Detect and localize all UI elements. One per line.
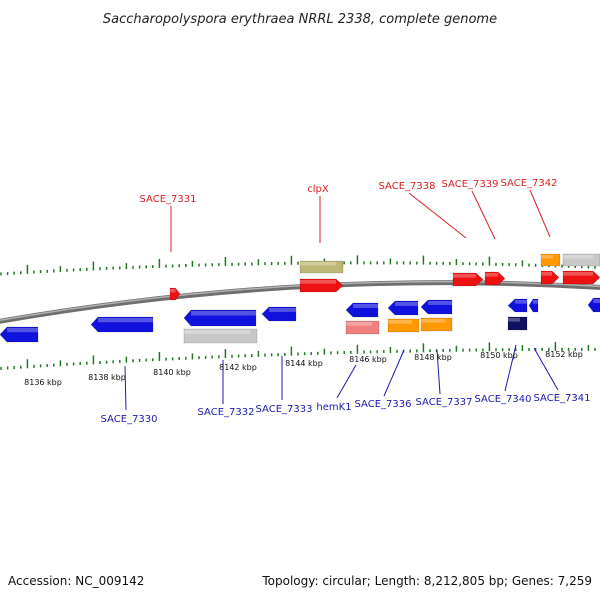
gene-label-sace-7331[interactable]: SACE_7331 (140, 194, 197, 205)
gene-right-edge[interactable] (587, 297, 600, 313)
gene-label-sace-7339[interactable]: SACE_7339 (442, 179, 499, 190)
tick-label: 8140 kbp (153, 368, 191, 377)
gene-sace-7336-orange[interactable] (387, 318, 420, 333)
reverse-gene-labels: SACE_7330 SACE_7332 SACE_7333 hemK1 SACE… (101, 393, 591, 425)
gene-hemk1[interactable] (345, 302, 379, 318)
gene-left-edge[interactable] (0, 326, 39, 343)
forward-strand-ticks (0, 255, 596, 276)
gene-sace-7340[interactable] (507, 298, 528, 313)
gene-highlight (300, 280, 336, 284)
gene-highlight (184, 330, 250, 334)
gene-highlight (533, 300, 538, 304)
gene-sace-7342b[interactable] (562, 270, 600, 285)
gene-sace-7339[interactable] (484, 271, 506, 286)
tick-label: 8152 kbp (545, 350, 583, 359)
gene-sace-7330[interactable] (90, 316, 154, 333)
tick-label: 8138 kbp (88, 373, 126, 382)
gene-sace-7340-navy[interactable] (507, 316, 528, 331)
gene-sace-7336[interactable] (387, 300, 419, 316)
reverse-label-connector (533, 347, 559, 391)
forward-label-connector (408, 192, 467, 239)
gene-highlight (170, 289, 176, 293)
gene-label-sace-7332[interactable]: SACE_7332 (198, 407, 255, 418)
gene-label-sace-7341[interactable]: SACE_7341 (534, 393, 591, 404)
gene-highlight (563, 255, 593, 259)
forward-label-connector (529, 189, 551, 238)
gene-highlight (7, 328, 38, 333)
gene-sace-7338[interactable] (452, 272, 484, 287)
gene-label-sace-7336[interactable]: SACE_7336 (355, 399, 412, 410)
gene-label-sace-7342[interactable]: SACE_7342 (501, 178, 558, 189)
gene-highlight (346, 322, 372, 326)
reverse-strand-ticks (0, 341, 596, 370)
tick-label: 8148 kbp (414, 353, 452, 362)
reverse-label-connector (124, 365, 127, 411)
gene-label-clpx[interactable]: clpX (307, 184, 329, 195)
gene-highlight (269, 308, 296, 312)
gene-highlight (300, 262, 336, 266)
tick-label: 8150 kbp (480, 351, 518, 360)
gene-sace-7342[interactable] (540, 270, 560, 285)
gene-sace-7332-grey[interactable] (183, 328, 258, 344)
tick-labels: 8136 kbp 8138 kbp 8140 kbp 8142 kbp 8144… (24, 350, 583, 387)
tick-label: 8142 kbp (219, 363, 257, 372)
gene-sace-7337-orange[interactable] (420, 317, 453, 332)
gene-highlight (593, 299, 600, 303)
gene-sace-7342-grey[interactable] (562, 253, 600, 267)
gene-highlight (191, 311, 256, 316)
gene-label-hemk1[interactable]: hemK1 (316, 402, 351, 413)
gene-sace-7331[interactable] (169, 287, 181, 301)
tick-label: 8146 kbp (349, 355, 387, 364)
gene-label-sace-7333[interactable]: SACE_7333 (256, 404, 313, 415)
tick-label: 8144 kbp (285, 359, 323, 368)
gene-highlight (485, 273, 498, 277)
gene-highlight (428, 301, 452, 305)
gene-sace-7341[interactable] (528, 298, 539, 313)
forward-gene-labels: SACE_7331 clpX SACE_7338 SACE_7339 SACE_… (140, 178, 558, 205)
reverse-label-connector (504, 344, 517, 392)
gene-highlight (421, 319, 445, 323)
accession-text: Accession: NC_009142 (8, 574, 144, 588)
tick-label: 8136 kbp (24, 378, 62, 387)
gene-hemk1-pink[interactable] (345, 320, 380, 335)
gene-highlight (515, 300, 527, 304)
gene-highlight (353, 304, 378, 308)
gene-highlight (388, 320, 412, 324)
gene-highlight (541, 272, 552, 276)
gene-highlight (453, 274, 476, 278)
gene-sace-7342-orange[interactable] (540, 253, 561, 267)
gene-label-sace-7337[interactable]: SACE_7337 (416, 397, 473, 408)
gene-label-sace-7338[interactable]: SACE_7338 (379, 181, 436, 192)
gene-sace-7332[interactable] (183, 309, 257, 327)
gene-features[interactable] (0, 253, 600, 344)
gene-sace-7333[interactable] (261, 306, 297, 322)
gene-clpx[interactable] (299, 278, 344, 293)
gene-highlight (563, 272, 593, 276)
genome-summary-text: Topology: circular; Length: 8,212,805 bp… (261, 574, 592, 588)
gene-sace-7337[interactable] (420, 299, 453, 315)
gene-label-sace-7340[interactable]: SACE_7340 (475, 394, 532, 405)
reverse-label-connector (436, 349, 441, 395)
gene-highlight (98, 318, 153, 323)
gene-highlight (395, 302, 418, 306)
label-connectors (124, 189, 559, 411)
gene-label-sace-7330[interactable]: SACE_7330 (101, 414, 158, 425)
forward-label-connector (471, 190, 496, 240)
reverse-label-connector (383, 349, 405, 397)
gene-clpx-box[interactable] (299, 260, 344, 274)
gene-highlight (508, 318, 520, 322)
genome-title: Saccharopolyspora erythraea NRRL 2338, c… (103, 12, 497, 27)
gene-highlight (541, 255, 553, 259)
reverse-label-connector (336, 364, 357, 399)
